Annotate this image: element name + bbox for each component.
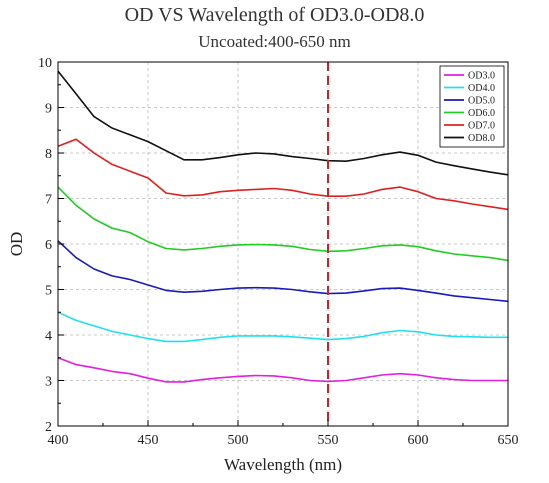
legend-label: OD6.0 bbox=[468, 108, 495, 119]
x-axis-label: Wavelength (nm) bbox=[224, 455, 342, 474]
y-tick-label: 8 bbox=[45, 147, 52, 162]
x-tick-label: 500 bbox=[228, 433, 249, 448]
y-tick-label: 5 bbox=[45, 284, 52, 299]
legend-label: OD3.0 bbox=[468, 71, 495, 82]
y-tick-label: 4 bbox=[45, 329, 52, 344]
y-tick-label: 2 bbox=[45, 420, 52, 435]
chart-subtitle: Uncoated:400-650 nm bbox=[198, 32, 351, 51]
series-line-od5-0 bbox=[57, 240, 509, 303]
x-tick-label: 450 bbox=[138, 433, 159, 448]
legend-box bbox=[439, 65, 505, 148]
chart-title: OD VS Wavelength of OD3.0-OD8.0 bbox=[124, 4, 425, 26]
series-line-od6-0 bbox=[57, 186, 509, 262]
y-tick-label: 10 bbox=[38, 56, 52, 71]
y-tick-label: 3 bbox=[45, 375, 52, 390]
series-line-od4-0 bbox=[57, 311, 508, 343]
y-axis-label: OD bbox=[7, 232, 26, 257]
series-layer bbox=[57, 70, 509, 383]
x-tick-label: 400 bbox=[48, 433, 69, 448]
legend-label: OD4.0 bbox=[468, 83, 495, 94]
legend-label: OD5.0 bbox=[468, 96, 495, 107]
axis-ticks: 400 450 500 550 600 650 2 3 4 5 6 7 8 9 10 bbox=[38, 56, 519, 448]
series-line-od3-0 bbox=[57, 357, 508, 383]
y-tick-label: 7 bbox=[45, 193, 52, 208]
y-tick-label: 9 bbox=[45, 102, 52, 117]
legend-label: OD7.0 bbox=[468, 121, 495, 132]
x-tick-label: 650 bbox=[498, 433, 519, 448]
y-tick-label: 6 bbox=[45, 238, 52, 253]
series-line-od8-0 bbox=[57, 70, 509, 176]
x-tick-label: 550 bbox=[318, 433, 339, 448]
series-line-od7-0 bbox=[57, 138, 509, 211]
legend-label: OD8.0 bbox=[468, 133, 495, 144]
x-tick-label: 600 bbox=[408, 433, 429, 448]
